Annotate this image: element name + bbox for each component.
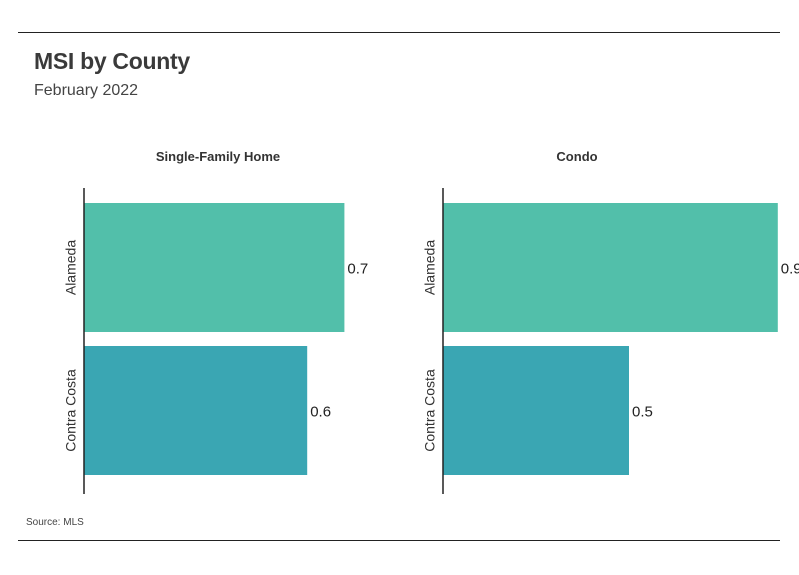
panel-2-data-label-1: 0.9	[781, 261, 799, 278]
panel-2-bar-1	[443, 203, 778, 332]
panel-1-bar-2	[84, 346, 308, 475]
panel-1-data-label-1: 0.7	[347, 261, 368, 278]
panel-1-bar-1	[84, 203, 345, 332]
bottom-rule	[18, 540, 780, 541]
panel-1-category-label-1: Alameda	[63, 240, 79, 295]
panel-1-category-label-2: Contra Costa	[63, 369, 79, 452]
panel-2-category-label-2: Contra Costa	[422, 369, 438, 452]
chart-subtitle: February 2022	[34, 82, 139, 99]
panel-2-title: Condo	[556, 149, 597, 164]
chart-title: MSI by County	[34, 48, 190, 74]
panel-1-title: Single-Family Home	[156, 149, 280, 164]
panel-1-data-label-2: 0.6	[310, 404, 331, 421]
panel-2-data-label-2: 0.5	[632, 404, 653, 421]
panel-2-bar-2	[443, 346, 629, 475]
source-note: Source: MLS	[26, 517, 84, 528]
panel-2-category-label-1: Alameda	[422, 240, 438, 295]
top-rule	[18, 32, 780, 33]
